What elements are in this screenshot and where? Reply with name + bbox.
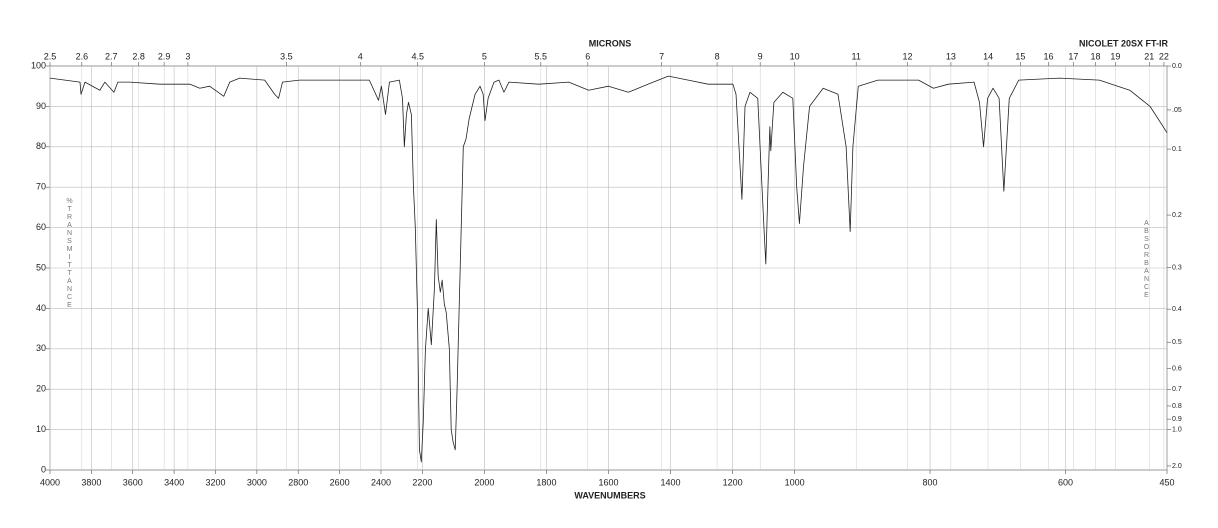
x2-tick-label: 2.6 xyxy=(76,51,89,61)
x2-tick-label: 2.5 xyxy=(44,51,57,61)
y2-tick-label: 0.7 xyxy=(1172,386,1182,393)
x-tick-label: 1000 xyxy=(785,477,805,487)
y-tick-label: 50 xyxy=(36,262,46,272)
x-tick-label: 3200 xyxy=(205,477,225,487)
y2-tick-label: 0.5 xyxy=(1172,339,1182,346)
y-tick-label: 60 xyxy=(36,222,46,232)
x-tick-label: 1400 xyxy=(661,477,681,487)
x-tick-label: 2600 xyxy=(330,477,350,487)
x2-tick-label: 17 xyxy=(1068,51,1078,61)
y-tick-label: 10 xyxy=(36,424,46,434)
x2-tick-label: 22 xyxy=(1159,51,1169,61)
x2-tick-label: 18 xyxy=(1091,51,1101,61)
x2-tick-label: 4.5 xyxy=(411,51,424,61)
y-tick-label: 0 xyxy=(41,464,46,474)
x2-tick-label: 2.7 xyxy=(105,51,118,61)
x2-tick-label: 2.9 xyxy=(158,51,171,61)
y2-tick-label: 0.6 xyxy=(1172,365,1182,372)
x2-tick-label: 11 xyxy=(852,51,861,61)
y2-axis-title: ABSORBANCE xyxy=(1143,220,1150,300)
x-tick-label: 2200 xyxy=(412,477,432,487)
x2-tick-label: 14 xyxy=(983,51,993,61)
x2-tick-label: 16 xyxy=(1044,51,1054,61)
y-tick-label: 80 xyxy=(36,141,46,151)
x2-tick-label: 2.8 xyxy=(132,51,145,61)
x2-tick-label: 7 xyxy=(659,51,664,61)
chart-title: MICRONS xyxy=(589,38,632,48)
x-axis-title: WAVENUMBERS xyxy=(574,490,645,500)
y2-tick-label: 0.3 xyxy=(1172,264,1182,271)
x-tick-label: 800 xyxy=(923,477,938,487)
x-tick-label: 600 xyxy=(1058,477,1073,487)
x-tick-label: 3400 xyxy=(164,477,184,487)
y2-tick-label: .05 xyxy=(1172,107,1182,114)
x2-tick-label: 13 xyxy=(946,51,956,61)
x2-tick-label: 4 xyxy=(358,51,363,61)
x-tick-label: 1800 xyxy=(536,477,556,487)
x-tick-label: 1600 xyxy=(598,477,618,487)
y2-tick-label: 2.0 xyxy=(1172,463,1182,470)
x2-tick-label: 9 xyxy=(758,51,763,61)
x-tick-label: 1200 xyxy=(723,477,743,487)
x-tick-label: 2800 xyxy=(288,477,308,487)
x-tick-label: 450 xyxy=(1159,477,1174,487)
y-tick-label: 30 xyxy=(36,343,46,353)
y-tick-label: 100 xyxy=(31,60,46,70)
x2-tick-label: 21 xyxy=(1144,51,1154,61)
x-tick-label: 2000 xyxy=(474,477,494,487)
x2-tick-label: 12 xyxy=(902,51,912,61)
y2-tick-label: 1.0 xyxy=(1172,426,1182,433)
instrument-label: NICOLET 20SX FT-IR xyxy=(1079,38,1169,48)
y-axis-title: %TRANSMITTANCE xyxy=(66,198,73,310)
x2-tick-label: 5.5 xyxy=(535,51,548,61)
y-tick-label: 40 xyxy=(36,303,46,313)
x2-tick-label: 15 xyxy=(1015,51,1025,61)
x2-tick-label: 5 xyxy=(482,51,487,61)
y2-tick-label: 0.1 xyxy=(1172,146,1182,153)
x-tick-label: 3600 xyxy=(123,477,143,487)
x2-tick-label: 8 xyxy=(715,51,720,61)
y2-tick-label: 0.9 xyxy=(1172,416,1182,423)
y2-tick-label: 0.2 xyxy=(1172,212,1182,219)
y2-tick-label: 0.8 xyxy=(1172,403,1182,410)
x-tick-label: 4000 xyxy=(40,477,60,487)
x2-tick-label: 19 xyxy=(1110,51,1120,61)
x2-tick-label: 10 xyxy=(790,51,800,61)
spectrum-line xyxy=(49,75,1168,463)
y2-tick-label: 0.4 xyxy=(1172,306,1182,313)
x-tick-label: 3000 xyxy=(247,477,267,487)
x2-tick-label: 6 xyxy=(585,51,590,61)
y2-tick-label: 0.0 xyxy=(1172,63,1182,70)
x2-tick-label: 3 xyxy=(185,51,190,61)
x2-tick-label: 3.5 xyxy=(280,51,293,61)
x-tick-label: 2400 xyxy=(371,477,391,487)
x-tick-label: 3800 xyxy=(81,477,101,487)
y-tick-label: 90 xyxy=(36,101,46,111)
y-tick-label: 20 xyxy=(36,384,46,394)
y-tick-label: 70 xyxy=(36,182,46,192)
